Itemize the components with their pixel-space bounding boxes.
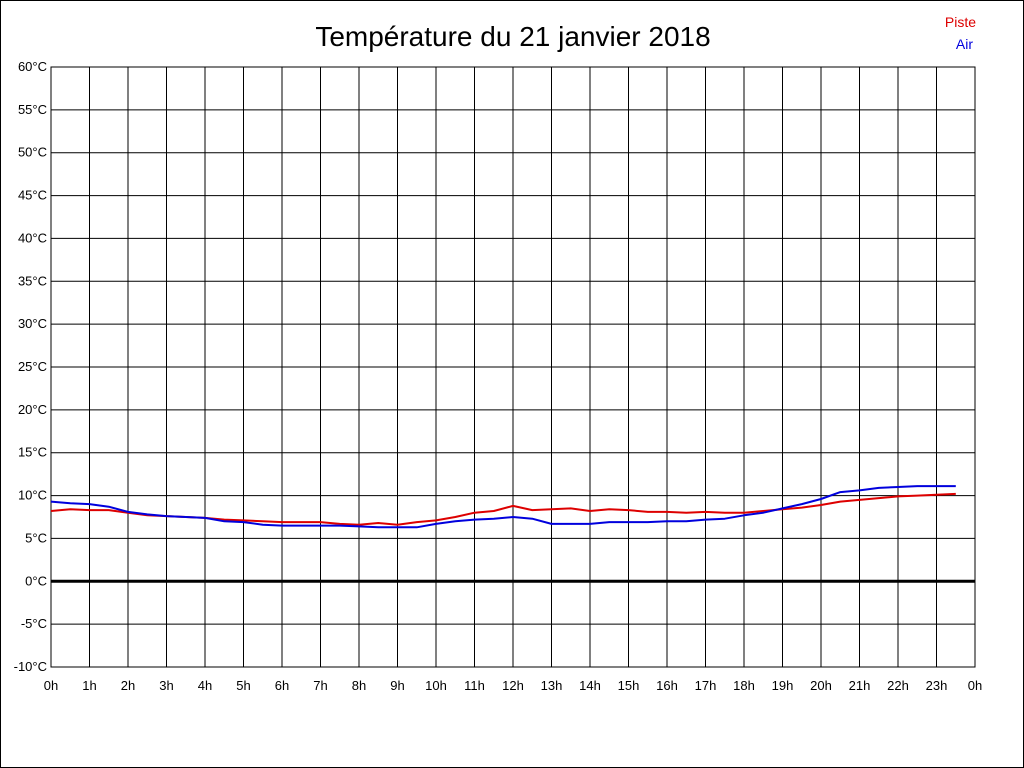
x-tick-label: 3h: [159, 678, 173, 693]
y-tick-label: 30°C: [18, 316, 47, 331]
x-tick-label: 14h: [579, 678, 601, 693]
y-tick-label: 50°C: [18, 145, 47, 160]
y-tick-label: -10°C: [14, 659, 47, 674]
y-tick-label: 60°C: [18, 59, 47, 74]
x-tick-label: 23h: [926, 678, 948, 693]
x-tick-label: 11h: [464, 678, 485, 693]
y-tick-label: 10°C: [18, 488, 47, 503]
y-axis-ticks: 60°C 55°C 50°C 45°C 40°C 35°C 30°C 25°C 20°C 15°C…: [14, 59, 47, 674]
x-tick-label: 18h: [733, 678, 755, 693]
x-tick-label: 15h: [618, 678, 640, 693]
x-tick-label: 7h: [313, 678, 327, 693]
x-tick-label: 6h: [275, 678, 289, 693]
y-tick-label: 45°C: [18, 188, 47, 203]
x-tick-label: 4h: [198, 678, 212, 693]
x-tick-label: 10h: [425, 678, 447, 693]
y-tick-label: 0°C: [25, 573, 47, 588]
x-tick-label: 13h: [541, 678, 563, 693]
x-tick-label: 1h: [82, 678, 96, 693]
series-line-air: [50, 485, 956, 529]
y-tick-label: 5°C: [25, 530, 47, 545]
x-tick-label: 19h: [772, 678, 794, 693]
y-tick-label: 15°C: [18, 445, 47, 460]
y-tick-label: 40°C: [18, 230, 47, 245]
x-tick-label: 20h: [810, 678, 832, 693]
x-tick-label: 9h: [390, 678, 404, 693]
x-tick-label: 5h: [236, 678, 250, 693]
x-tick-label: 22h: [887, 678, 909, 693]
x-tick-label: 12h: [502, 678, 524, 693]
y-tick-label: 55°C: [18, 102, 47, 117]
series-lines: [50, 485, 956, 529]
x-tick-label: 0h: [968, 678, 982, 693]
x-axis-ticks: 0h 1h 2h 3h 4h 5h 6h 7h 8h 9h 10h 11h 12h 13h 14h 15h 16…: [44, 678, 982, 693]
y-tick-label: 20°C: [18, 402, 47, 417]
y-tick-label: -5°C: [21, 616, 47, 631]
legend-air: Air: [956, 36, 973, 52]
x-tick-label: 2h: [121, 678, 135, 693]
x-tick-label: 8h: [352, 678, 366, 693]
legend-piste: Piste: [945, 14, 976, 30]
y-tick-label: 25°C: [18, 359, 47, 374]
chart-title: Température du 21 janvier 2018: [315, 21, 710, 52]
y-tick-label: 35°C: [18, 273, 47, 288]
x-tick-label: 17h: [695, 678, 717, 693]
grid: [50, 66, 976, 668]
x-tick-label: 0h: [44, 678, 58, 693]
x-tick-label: 21h: [849, 678, 871, 693]
x-tick-label: 16h: [656, 678, 678, 693]
